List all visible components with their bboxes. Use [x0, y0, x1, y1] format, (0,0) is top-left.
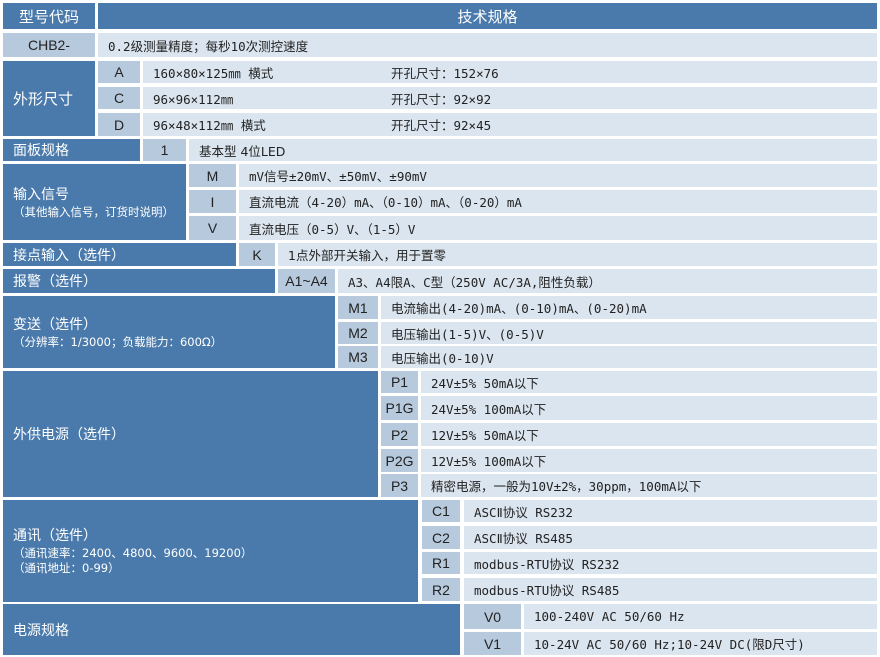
comm-note-rate: （通讯速率：2400、4800、9600、19200） [13, 546, 253, 560]
header-spec: 技术规格 [98, 3, 877, 29]
power-desc: 10-24V AC 50/60 Hz;10-24V DC(限D尺寸) [524, 632, 877, 655]
comm-desc: modbus-RTU协议 RS232 [464, 552, 877, 574]
comm-code: R2 [422, 578, 460, 601]
power-code: V0 [464, 604, 521, 629]
dimension-size: 96×48×112㎜ 横式 [153, 118, 266, 133]
contact-code: K [239, 243, 275, 266]
power-label: 电源规格 [3, 604, 460, 655]
transmit-desc: 电压输出(1-5)V、(0-5)V [381, 322, 877, 344]
transmit-desc: 电压输出(0-10)V [381, 346, 877, 368]
dimension-size: 160×80×125㎜ 横式 [153, 65, 274, 81]
panel-desc: 基本型 4位LED [189, 139, 877, 161]
contact-desc: 1点外部开关输入，用于置零 [278, 243, 877, 266]
power-code: V1 [464, 632, 521, 655]
input-note: （其他输入信号，订货时说明） [13, 204, 174, 219]
transmit-code: M3 [338, 346, 378, 368]
alarm-label: 报警（选件） [3, 269, 275, 293]
alarm-desc: A3、A4限A、C型（250V AC/3A,阻性负载） [338, 269, 877, 293]
input-label: 输入信号 [13, 186, 69, 203]
dimension-row: 96×96×112㎜ 开孔尺寸：92×92 [143, 87, 877, 109]
input-code: I [189, 190, 236, 213]
aux-power-code: P2 [381, 423, 418, 446]
base-desc: 0.2级测量精度；每秒10次测控速度 [98, 33, 877, 57]
transmit-label-cell: 变送（选件） （分辨率：1/3000；负载能力：600Ω） [3, 296, 335, 368]
aux-power-desc: 12V±5% 100mA以下 [421, 449, 877, 472]
aux-power-desc: 12V±5% 50mA以下 [421, 423, 877, 446]
input-desc: mV信号±20mV、±50mV、±90mV [239, 164, 877, 187]
aux-power-code: P3 [381, 474, 418, 497]
dimension-cutout: 开孔尺寸：152×76 [391, 65, 499, 81]
dimension-code: A [98, 61, 140, 83]
transmit-desc: 电流输出(4-20)mA、(0-10)mA、(0-20)mA [381, 296, 877, 319]
panel-code: 1 [143, 139, 186, 161]
transmit-label: 变送（选件） [13, 316, 97, 333]
comm-code: C1 [422, 500, 460, 522]
comm-label-cell: 通讯（选件） （通讯速率：2400、4800、9600、19200） （通讯地址… [3, 500, 418, 602]
dimension-row: 160×80×125㎜ 横式 开孔尺寸：152×76 [143, 61, 877, 83]
input-desc: 直流电压（0-5）V、（1-5）V [239, 216, 877, 240]
header-model-code: 型号代码 [3, 3, 95, 29]
comm-desc: modbus-RTU协议 RS485 [464, 578, 877, 601]
contact-label: 接点输入（选件） [3, 243, 236, 266]
aux-power-code: P1G [381, 396, 418, 420]
dimension-code: C [98, 87, 140, 109]
transmit-code: M1 [338, 296, 378, 319]
comm-note-address: （通讯地址：0-99） [13, 561, 120, 575]
base-code: CHB2- [3, 33, 95, 57]
dimensions-label: 外形尺寸 [3, 61, 95, 136]
aux-power-code: P2G [381, 449, 418, 472]
input-code: V [189, 216, 236, 240]
transmit-code: M2 [338, 322, 378, 344]
alarm-code: A1~A4 [278, 269, 335, 293]
aux-power-desc: 精密电源，一般为10V±2%，30ppm，100mA以下 [421, 474, 877, 497]
comm-code: R1 [422, 552, 460, 574]
input-label-cell: 输入信号 （其他输入信号，订货时说明） [3, 164, 186, 240]
comm-label: 通讯（选件） [13, 528, 97, 544]
dimension-row: 96×48×112㎜ 横式 开孔尺寸：92×45 [143, 113, 877, 136]
input-code: M [189, 164, 236, 187]
aux-power-desc: 24V±5% 100mA以下 [421, 396, 877, 420]
dimension-cutout: 开孔尺寸：92×45 [391, 118, 492, 133]
aux-power-desc: 24V±5% 50mA以下 [421, 371, 877, 393]
aux-power-code: P1 [381, 371, 418, 393]
panel-label: 面板规格 [3, 139, 140, 161]
power-desc: 100-240V AC 50/60 Hz [524, 604, 877, 629]
dimension-cutout: 开孔尺寸：92×92 [391, 91, 492, 107]
input-desc: 直流电流（4-20）mA、（0-10）mA、（0-20）mA [239, 190, 877, 213]
transmit-note: （分辨率：1/3000；负载能力：600Ω） [13, 334, 223, 349]
dimension-size: 96×96×112㎜ [153, 91, 234, 107]
comm-desc: ASCⅡ协议 RS485 [464, 526, 877, 549]
comm-desc: ASCⅡ协议 RS232 [464, 500, 877, 522]
aux-power-label: 外供电源（选件） [3, 371, 378, 497]
dimension-code: D [98, 113, 140, 136]
comm-code: C2 [422, 526, 460, 549]
